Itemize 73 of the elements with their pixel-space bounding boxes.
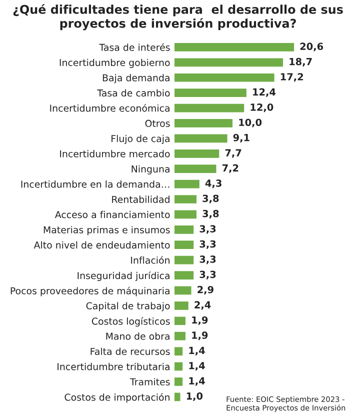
bar bbox=[174, 210, 196, 219]
data-label: 1,9 bbox=[192, 332, 208, 340]
data-label: 3,3 bbox=[200, 225, 216, 234]
data-label: 1,9 bbox=[192, 316, 208, 325]
bar bbox=[174, 104, 244, 112]
y-tick-label: Ninguna bbox=[132, 165, 170, 174]
y-tick-label: Pocos proveedores de máquinaria bbox=[10, 286, 170, 296]
y-tick-label: Materias primas e insumos bbox=[44, 226, 170, 236]
y-tick-label: Falta de recursos bbox=[90, 348, 170, 355]
data-label: 18,7 bbox=[290, 58, 312, 66]
bar bbox=[174, 149, 220, 158]
data-label: 3,3 bbox=[200, 270, 216, 280]
bar bbox=[174, 286, 192, 295]
data-label: 10,0 bbox=[239, 118, 262, 128]
data-label: 7,2 bbox=[222, 164, 238, 173]
y-tick-label: Incertidumbre gobierno bbox=[60, 58, 170, 68]
data-label: 1,4 bbox=[189, 377, 205, 386]
data-label: 4,3 bbox=[205, 180, 222, 188]
bar bbox=[174, 316, 186, 326]
data-label: 20,6 bbox=[300, 42, 324, 52]
data-label: 12,4 bbox=[253, 88, 276, 97]
data-label: 3,3 bbox=[200, 256, 216, 264]
data-label: 3,8 bbox=[202, 210, 219, 219]
bar bbox=[174, 88, 246, 98]
bar bbox=[174, 119, 232, 128]
bar bbox=[174, 240, 194, 250]
data-label: 12,0 bbox=[250, 103, 274, 112]
y-tick-label: Costos de importación bbox=[64, 393, 170, 403]
data-label: 17,2 bbox=[280, 73, 303, 82]
y-tick-label: Costos logísticos bbox=[92, 317, 170, 327]
bar bbox=[174, 164, 216, 174]
y-tick-label: Incertidumbre tributaria bbox=[58, 362, 170, 370]
y-tick-label: Capital de trabajo bbox=[86, 302, 170, 312]
data-label: 3,8 bbox=[202, 194, 219, 204]
data-label: 2,4 bbox=[194, 301, 211, 310]
data-label: 1,4 bbox=[189, 346, 205, 356]
data-label: 7,7 bbox=[225, 149, 242, 158]
bar bbox=[174, 225, 194, 234]
y-tick-label: Incertidumbre económica bbox=[50, 104, 170, 112]
bar bbox=[174, 58, 284, 67]
y-tick-label: Tramites bbox=[130, 378, 170, 386]
y-tick-label: Baja demanda bbox=[102, 74, 170, 84]
data-label: 3,3 bbox=[200, 240, 216, 249]
bar bbox=[174, 347, 183, 356]
data-label: 2,9 bbox=[198, 286, 214, 295]
y-tick-label: Flujo de caja bbox=[112, 134, 170, 144]
y-tick-label: Inflación bbox=[131, 256, 170, 264]
y-tick-label: Tasa de interés bbox=[99, 43, 170, 51]
y-tick-label: Rentabilidad bbox=[112, 196, 170, 203]
bar bbox=[174, 332, 186, 340]
data-label: 1,0 bbox=[186, 392, 203, 401]
y-tick-label: Otros bbox=[145, 120, 170, 127]
y-tick-label: Inseguridad jurídica bbox=[78, 271, 170, 282]
bar bbox=[174, 378, 183, 386]
bar bbox=[174, 180, 200, 188]
y-tick-label: Alto nivel de endeudamiento bbox=[34, 241, 170, 249]
bar bbox=[174, 392, 180, 402]
y-tick-label: Mano de obra bbox=[106, 332, 170, 340]
bar bbox=[174, 195, 196, 204]
y-tick-label: Acceso a financiamiento bbox=[54, 210, 170, 218]
bar bbox=[174, 301, 188, 310]
bar bbox=[174, 134, 228, 143]
chart-title: ¿Qué dificultades tiene para el desarrollo de sus proyectos de inversión productiva? bbox=[13, 4, 343, 30]
bar bbox=[174, 362, 183, 371]
y-tick-label: Tasa de cambio bbox=[97, 89, 170, 97]
bar bbox=[174, 271, 194, 280]
bar bbox=[174, 43, 294, 52]
bar bbox=[174, 256, 194, 264]
y-tick-label: Incertidumbre mercado bbox=[60, 150, 170, 158]
data-label: 9,1 bbox=[233, 134, 250, 142]
y-tick-label: Incertidumbre en la demanda… bbox=[21, 180, 170, 188]
data-label: 1,4 bbox=[189, 362, 205, 371]
bar bbox=[174, 73, 274, 82]
